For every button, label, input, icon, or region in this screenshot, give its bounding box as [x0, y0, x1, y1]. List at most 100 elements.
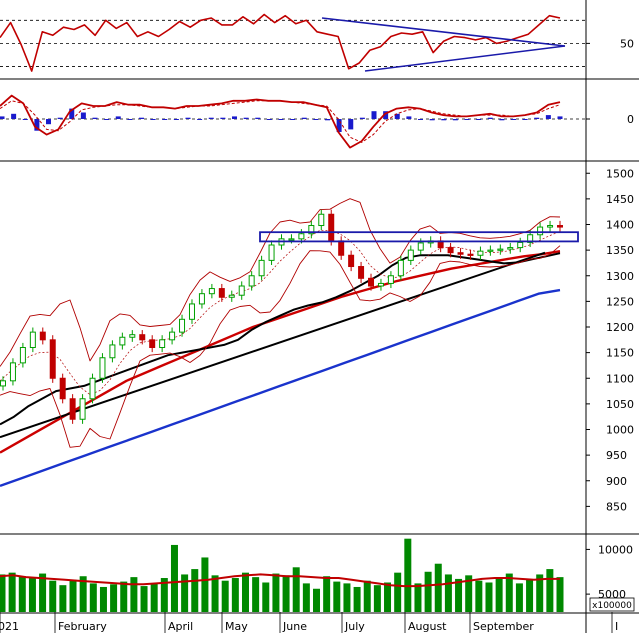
price-tick-label: 1050	[606, 398, 634, 411]
volume-bar	[546, 569, 554, 612]
volume-bar	[211, 575, 219, 612]
volume-bar	[120, 581, 128, 612]
candle-up	[99, 357, 106, 379]
candle-down	[467, 253, 474, 256]
macd-histogram-bar	[220, 117, 226, 119]
volume-bar	[130, 577, 138, 612]
price-tick-label: 1450	[606, 193, 634, 206]
volume-bar	[241, 572, 249, 612]
candle-up	[507, 247, 514, 250]
macd-histogram-bar	[406, 116, 412, 119]
macd-histogram-bar	[348, 119, 354, 130]
volume-bar	[110, 584, 118, 612]
rsi-line	[0, 13, 561, 72]
volume-bar	[170, 544, 178, 612]
price-tick-label: 1200	[606, 321, 634, 334]
macd-histogram-bar	[57, 117, 63, 119]
candle-up	[527, 234, 534, 243]
macd-panel: 0	[0, 94, 634, 149]
candle-up	[29, 331, 36, 348]
candle-up	[238, 285, 245, 296]
volume-bar	[0, 574, 6, 612]
macd-histogram-bar	[197, 119, 203, 120]
volume-bar	[292, 567, 300, 612]
price-tick-label: 1350	[606, 244, 634, 257]
axes-labels: 2021 February April May June July August Septem…	[0, 612, 618, 633]
volume-bar	[140, 586, 148, 612]
month-label: February	[58, 620, 107, 633]
volume-bar	[384, 582, 392, 612]
macd-histogram-bar	[162, 119, 168, 120]
price-tick-label: 1400	[606, 219, 634, 232]
bollinger-lower-line	[0, 245, 561, 448]
candle-up	[547, 225, 554, 228]
candle-up	[298, 233, 305, 240]
volume-bar	[404, 538, 412, 612]
volume-bar	[444, 574, 452, 612]
resistance-zone-box	[259, 231, 579, 243]
month-label: July	[344, 620, 365, 633]
month-label: April	[168, 620, 193, 633]
macd-histogram-bar	[394, 113, 400, 119]
macd-histogram-bar	[336, 119, 342, 132]
candle-down	[149, 339, 156, 348]
macd-histogram-bar	[371, 111, 377, 119]
macd-histogram-bar	[92, 117, 98, 119]
macd-histogram-bar	[232, 116, 237, 119]
volume-bar	[79, 576, 87, 612]
macd-histogram-bar	[313, 119, 319, 120]
month-label: I	[615, 620, 618, 633]
volume-bar	[181, 574, 189, 612]
volume-bar	[475, 580, 483, 612]
volume-bar	[28, 578, 36, 612]
macd-histogram-bar	[522, 119, 528, 120]
candle-up	[169, 331, 176, 341]
candle-up	[387, 275, 394, 284]
macd-histogram-bar	[255, 117, 261, 119]
candle-down	[557, 225, 563, 228]
macd-line	[0, 94, 561, 149]
macd-signal-line	[0, 100, 561, 143]
candle-down	[348, 254, 355, 268]
candle-down	[338, 240, 345, 256]
volume-bar	[39, 573, 47, 612]
volume-bar	[150, 583, 158, 612]
macd-histogram-bar	[34, 119, 40, 131]
volume-ma-line	[0, 573, 560, 588]
month-label: 2021	[0, 620, 19, 633]
candle-up	[0, 380, 6, 387]
volume-bar	[201, 557, 209, 612]
candle-up	[417, 242, 424, 251]
month-label: September	[473, 620, 534, 633]
price-tick-label: 1250	[606, 295, 634, 308]
volume-bar	[505, 573, 513, 612]
candle-up	[79, 398, 86, 420]
price-tick-label: 1100	[606, 372, 634, 385]
candle-up	[119, 336, 126, 346]
macd-histogram-bar	[127, 119, 133, 120]
macd-histogram-bar	[139, 117, 144, 119]
volume-bar	[302, 583, 310, 612]
volume-bar	[485, 582, 493, 612]
price-tick-label: 1150	[606, 347, 634, 360]
candle-down	[368, 277, 375, 287]
candle-up	[89, 377, 96, 400]
volume-bar	[424, 571, 432, 612]
macd-histogram-bar	[115, 116, 121, 119]
price-tick-label: 1300	[606, 270, 634, 283]
candle-up	[129, 334, 136, 338]
price-tick-label: 900	[606, 475, 627, 488]
macd-histogram-bar	[429, 119, 435, 121]
price-tick-label: 850	[606, 500, 627, 513]
candle-up	[288, 238, 295, 241]
volume-bar	[465, 575, 473, 612]
volume-bar	[455, 578, 463, 612]
volume-bar	[252, 577, 260, 612]
candle-up	[497, 248, 504, 251]
candle-up	[397, 259, 404, 277]
volume-bar	[515, 583, 523, 612]
macd-histogram-bar	[359, 117, 365, 119]
candle-down	[218, 288, 225, 298]
ma-long-line	[0, 288, 561, 488]
